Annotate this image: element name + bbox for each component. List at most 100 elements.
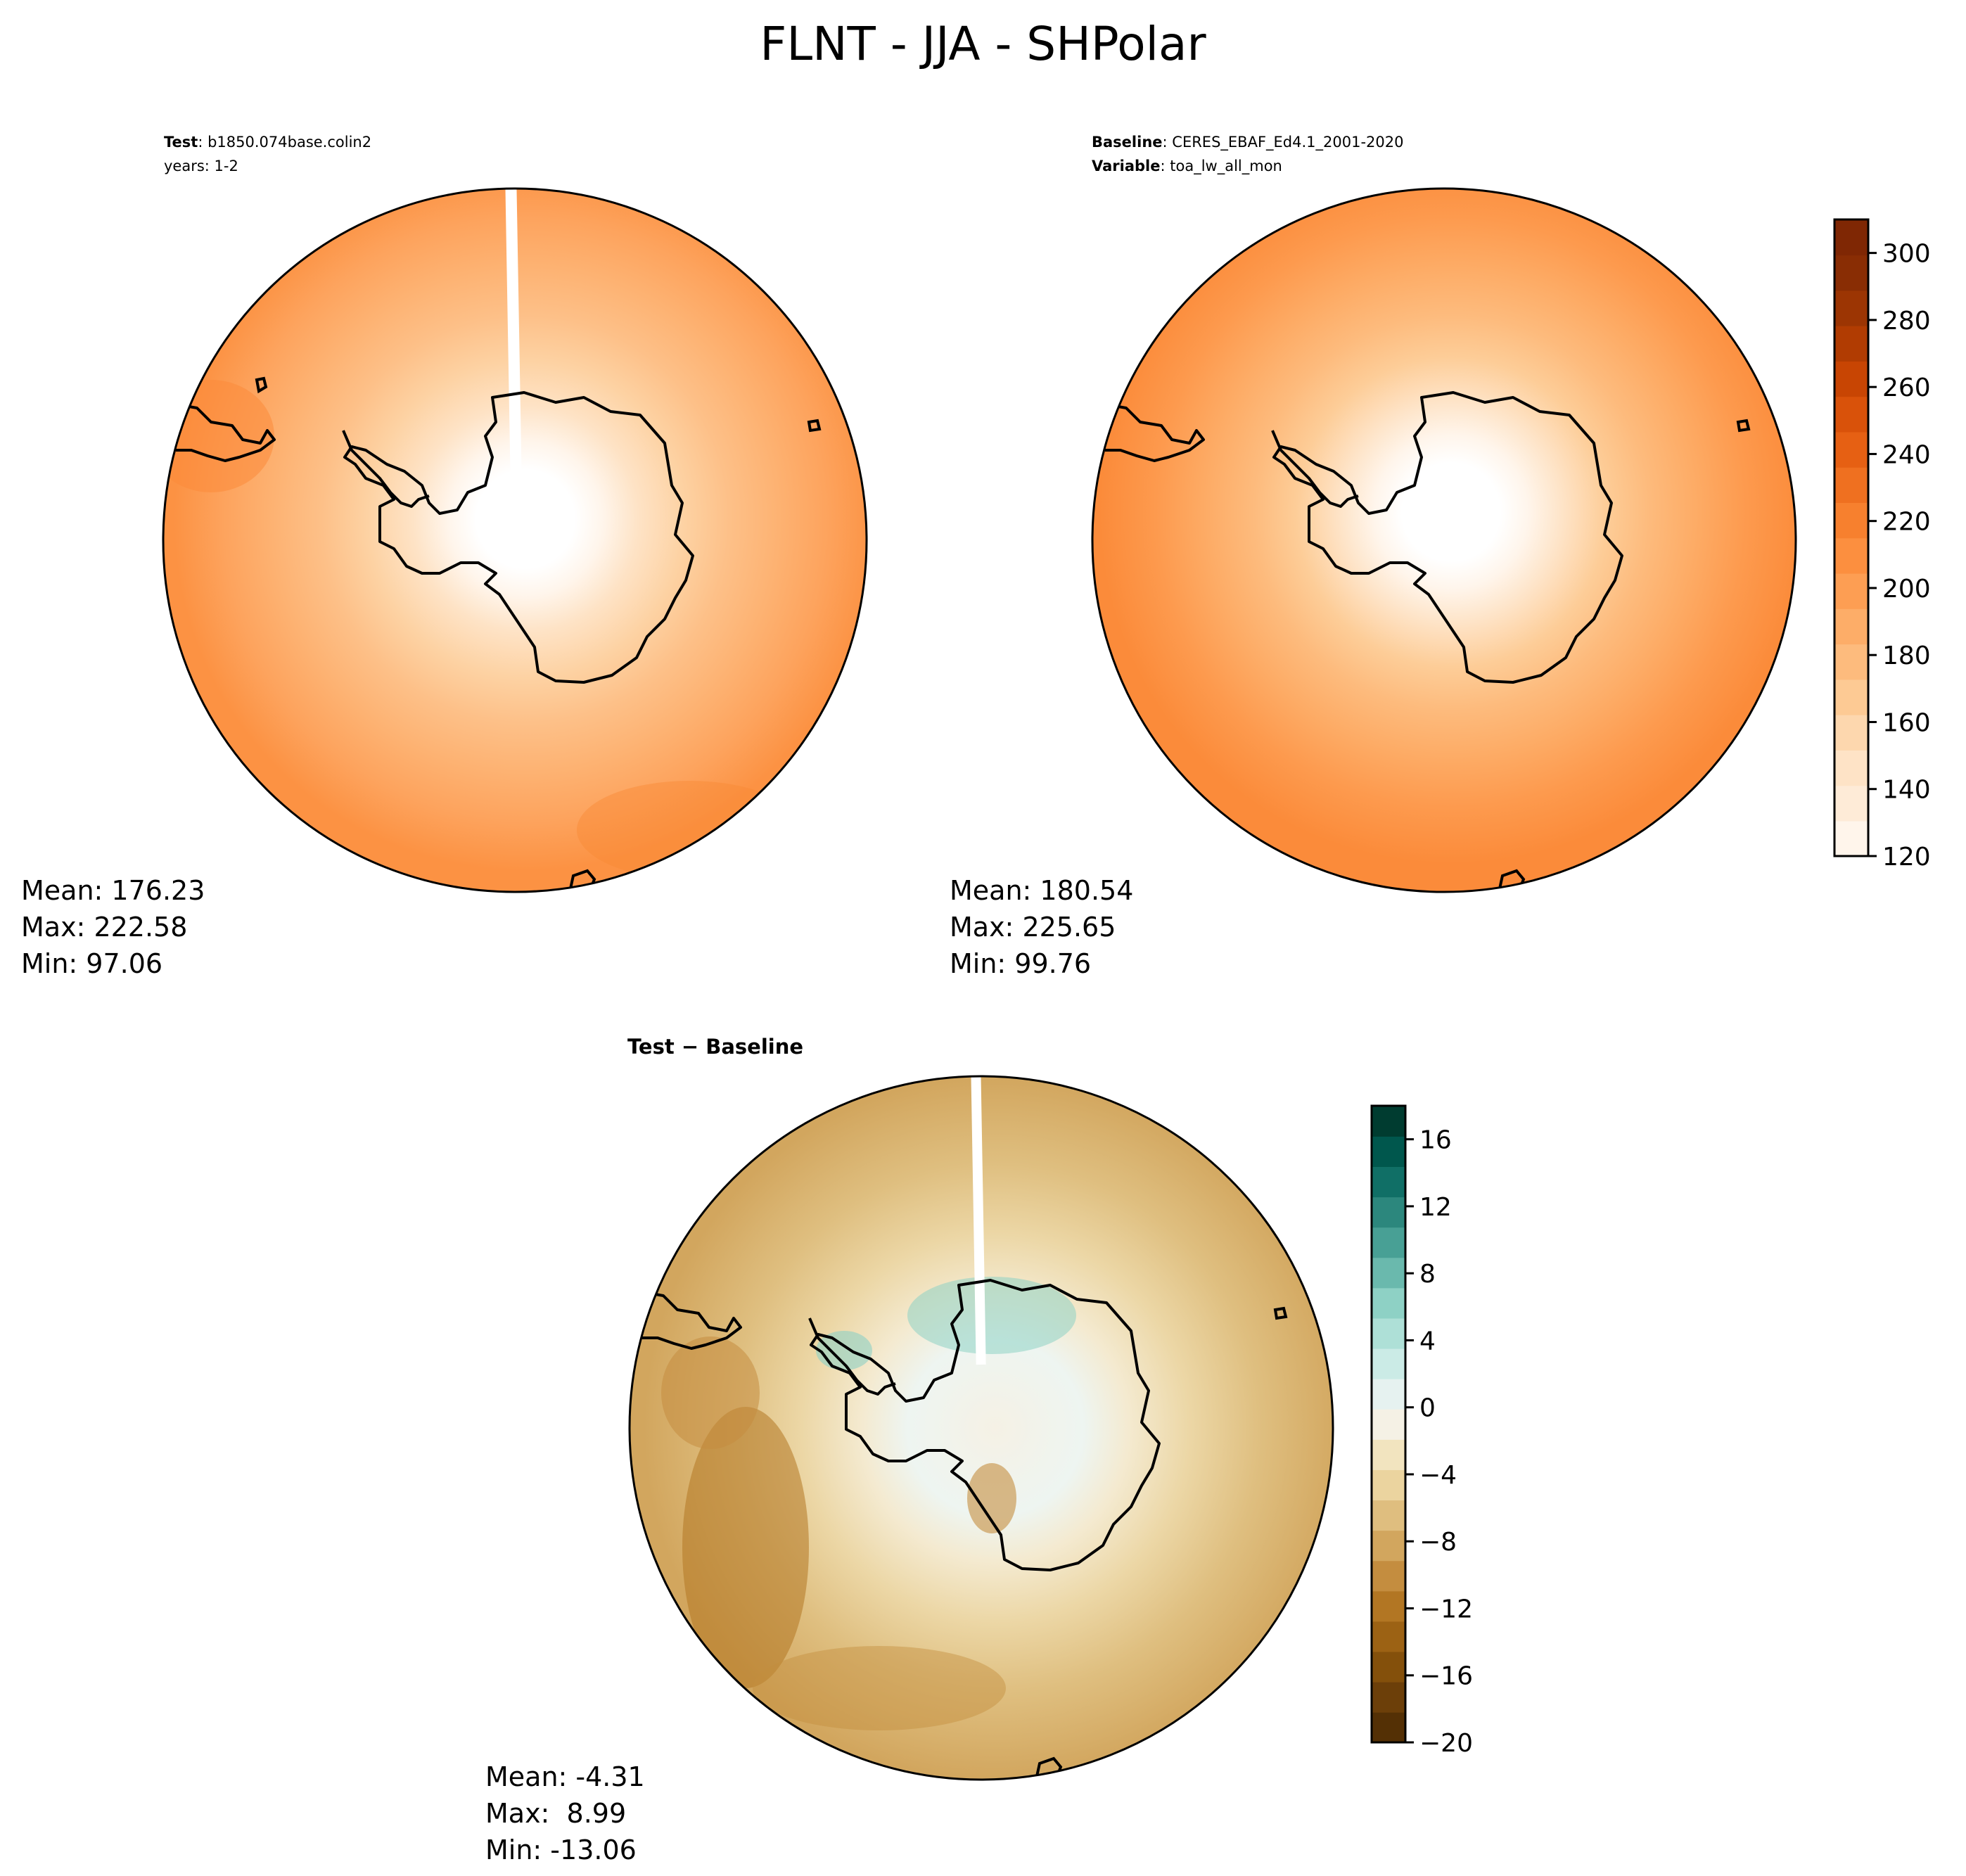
main-colorbar-swatch [1834,290,1868,326]
main-colorbar-outline [1833,218,1870,857]
difference-negative-patch-ross [967,1463,1016,1533]
difference-colorbar: −20 −16 −12 −8 −4 0 4 8 12 16 [1370,1104,1473,1758]
difference-positive-patch [907,1277,1076,1354]
baseline-variable: toa_lw_all_mon [1170,158,1282,174]
main-colorbar-tick-label: 180 [1882,642,1931,670]
main-colorbar-swatch [1834,466,1868,504]
diff-colorbar-tick-label: −16 [1419,1662,1473,1691]
diff-colorbar-swatch [1372,1348,1405,1379]
difference-max: Max: 8.99 [485,1798,627,1829]
antarctica-coast [343,391,694,684]
diff-colorbar-tick-label: 16 [1419,1126,1452,1155]
diff-colorbar-outline [1370,1104,1407,1744]
main-colorbar-swatch [1834,679,1868,715]
main-colorbar-swatch [1834,325,1868,362]
main-colorbar-tick-label: 300 [1882,240,1931,269]
main-colorbar-swatch [1834,608,1868,645]
diff-colorbar-swatch [1372,1317,1405,1349]
diff-colorbar-swatch [1372,1197,1405,1228]
difference-negative-patch-south [753,1646,1006,1730]
test-warm-patch-south [577,781,802,879]
main-colorbar-swatch [1834,255,1868,291]
test-key: Test [164,134,198,151]
antarctic-peninsula [342,430,430,508]
test-case-label: Test: b1850.074base.colin2 years: 1-2 [164,134,372,174]
diff-colorbar-swatch [1372,1469,1405,1501]
difference-missing-strip [971,1076,986,1365]
main-colorbar-swatch [1834,820,1868,857]
main-colorbar-swatch [1834,750,1868,786]
diff-colorbar-swatch [1372,1287,1405,1319]
south-america-coast-difference [642,1291,742,1350]
diff-colorbar-tick-label: 4 [1419,1327,1436,1355]
antarctic-peninsula-baseline [1271,430,1359,508]
diff-colorbar-swatch [1372,1711,1405,1743]
test-mean: Mean: 176.23 [21,875,205,906]
island-1 [255,376,268,394]
test-map [162,187,868,893]
test-years: years: 1-2 [164,158,238,174]
main-colorbar-tick-label: 240 [1882,440,1931,469]
diff-colorbar-tick-label: −4 [1419,1461,1457,1490]
difference-map [628,1075,1334,1781]
main-colorbar-swatch [1834,644,1868,680]
diff-colorbar-swatch [1372,1681,1405,1713]
south-america-coast-baseline [1105,403,1205,462]
test-warm-patch [163,380,274,492]
diff-colorbar-tick-label: −12 [1419,1595,1473,1623]
test-case-name: b1850.074base.colin2 [208,134,372,151]
baseline-max: Max: 225.65 [950,912,1116,943]
variable-key: Variable [1092,158,1161,174]
test-stats: Mean: 176.23 Max: 222.58 Min: 97.06 [21,872,205,982]
antarctica-coast-baseline [1272,391,1623,684]
baseline-map-frame [1091,187,1797,893]
island-1-difference [1273,1306,1288,1320]
antarctic-peninsula-difference [808,1317,896,1396]
diff-colorbar-swatch [1372,1530,1405,1562]
test-min: Min: 97.06 [21,948,163,979]
baseline-map [1091,187,1797,893]
baseline-field [1092,189,1796,892]
diff-colorbar-swatch [1372,1166,1405,1198]
difference-label: Test − Baseline [627,1035,804,1059]
test-map-frame [162,187,868,893]
baseline-case-label: Baseline: CERES_EBAF_Ed4.1_2001-2020 Vari… [1092,134,1404,174]
baseline-key: Baseline [1092,134,1163,151]
diff-colorbar-swatch [1372,1136,1405,1167]
test-missing-strip [505,189,522,479]
main-colorbar-swatch [1834,537,1868,574]
difference-negative-patch-west [682,1407,809,1688]
diff-colorbar-tick-label: −20 [1419,1729,1473,1758]
main-colorbar-tick-label: 200 [1882,575,1931,604]
diff-colorbar-swatch [1372,1439,1405,1470]
baseline-min: Min: 99.76 [950,948,1092,979]
difference-stats: Mean: -4.31 Max: 8.99 Min: -13.06 [485,1759,645,1868]
main-colorbar-swatch [1834,502,1868,539]
main-colorbar-swatch [1834,785,1868,822]
baseline-stats: Mean: 180.54 Max: 225.65 Min: 99.76 [950,872,1133,982]
diff-colorbar-swatch [1372,1227,1405,1258]
baseline-mean: Mean: 180.54 [950,875,1134,906]
diff-colorbar-swatch [1372,1590,1405,1622]
difference-negative-patch-northwest [661,1336,760,1449]
main-colorbar-swatch [1834,219,1868,256]
main-colorbar-swatch [1834,396,1868,433]
south-america-coast [176,403,276,462]
test-max: Max: 222.58 [21,912,188,943]
antarctica-coast-difference [810,1279,1161,1571]
difference-min: Min: -13.06 [485,1834,637,1865]
main-colorbar-tick-label: 160 [1882,708,1931,737]
main-colorbar-swatch [1834,714,1868,751]
main-colorbar-swatch [1834,361,1868,397]
diff-colorbar-swatch [1372,1651,1405,1683]
main-colorbar-tick-label: 260 [1882,374,1931,402]
figure-title: FLNT - JJA - SHPolar [760,17,1206,71]
diff-colorbar-swatch [1372,1500,1405,1531]
diff-colorbar-swatch [1372,1106,1405,1137]
diff-colorbar-swatch [1372,1621,1405,1652]
main-colorbar-tick-label: 280 [1882,307,1931,336]
diff-colorbar-tick-label: −8 [1419,1528,1457,1557]
diff-colorbar-swatch [1372,1257,1405,1289]
island-2 [807,419,822,433]
